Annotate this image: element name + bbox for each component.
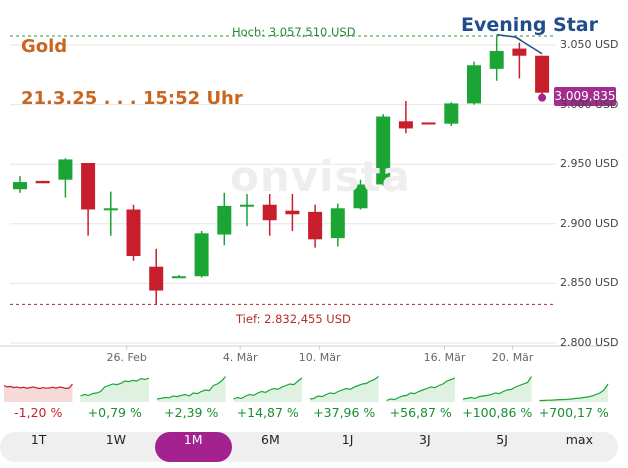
- tab-1w[interactable]: 1W: [105, 432, 127, 447]
- tab-1t[interactable]: 1T: [30, 432, 47, 447]
- candle-body: [194, 233, 209, 277]
- performance-sparkline: [80, 377, 150, 397]
- candle-body: [444, 103, 459, 124]
- performance-sparkline: [156, 376, 226, 400]
- performance-value: +100,86 %: [462, 405, 533, 420]
- performance-sparkline: [462, 376, 532, 400]
- performance-value: +0,79 %: [87, 405, 142, 420]
- performance-sparkline: [3, 383, 73, 390]
- performance-value: +37,96 %: [313, 405, 376, 420]
- candle-body: [512, 48, 527, 56]
- performance-sparkline: [539, 383, 609, 402]
- performance-value: +2,39 %: [164, 405, 219, 420]
- candle-body: [13, 182, 27, 190]
- candle-body: [35, 180, 50, 184]
- x-tick-label: 26. Feb: [106, 351, 147, 364]
- x-tick-label: 16. Mär: [423, 351, 466, 364]
- pattern-annotation: Evening Star: [461, 14, 598, 36]
- candle-body: [240, 204, 254, 207]
- candle-body: [535, 55, 550, 93]
- candle-body: [353, 184, 368, 209]
- x-tick-label: 10. Mär: [298, 351, 341, 364]
- performance-sparkline-fill: [233, 378, 302, 402]
- candle-body: [330, 208, 345, 239]
- y-tick-label: 2.800 USD: [560, 336, 619, 349]
- y-tick-label: 3.050 USD: [560, 38, 619, 51]
- performance-sparkline-fill: [157, 376, 226, 402]
- y-tick-label: 2.900 USD: [560, 216, 619, 230]
- tab-max[interactable]: max: [565, 432, 593, 447]
- candle-body: [58, 159, 73, 180]
- tab-1j[interactable]: 1J: [341, 432, 354, 447]
- tab-1m[interactable]: 1M: [154, 432, 232, 462]
- candle-body: [489, 50, 504, 69]
- candle-body: [398, 121, 413, 129]
- candle-body: [421, 122, 436, 125]
- performance-sparkline-fill: [463, 376, 532, 402]
- performance-value: +14,87 %: [236, 405, 299, 420]
- evening-star-line: [515, 36, 543, 55]
- evening-star-line: [496, 33, 516, 38]
- candle-body: [103, 208, 118, 211]
- performance-value: +700,17 %: [538, 405, 609, 420]
- performance-sparkline-fill: [80, 378, 149, 402]
- performance-sparkline: [233, 377, 303, 400]
- current-price-tag: 3.009,835: [554, 87, 616, 106]
- tab-3j[interactable]: 3J: [419, 432, 431, 447]
- performance-sparkline: [309, 376, 379, 400]
- candle-body: [81, 163, 96, 210]
- candle-body: [262, 204, 277, 221]
- tab-5j[interactable]: 5J: [496, 432, 508, 447]
- timestamp: 21.3.25 . . . 15:52 Uhr: [21, 88, 243, 109]
- performance-value: +56,87 %: [389, 405, 452, 420]
- candle-body: [217, 205, 232, 235]
- y-tick-label: 3.000 USD: [560, 97, 619, 111]
- candle-body: [308, 211, 323, 240]
- candle-body: [126, 209, 141, 256]
- candle-body: [171, 276, 186, 279]
- candle-body: [467, 65, 481, 104]
- high-label: Hoch: 3.057,510 USD: [232, 25, 356, 39]
- x-tick-label: 20. Mär: [491, 351, 534, 364]
- performance-sparkline: [386, 377, 456, 402]
- tab-6m[interactable]: 6M: [261, 432, 280, 447]
- low-label: Tief: 2.832,455 USD: [236, 312, 351, 326]
- current-price-marker: [538, 93, 547, 102]
- candle-body: [376, 116, 391, 185]
- performance-sparkline-fill: [539, 384, 608, 402]
- x-tick-label: 4. Mär: [222, 351, 258, 364]
- candle-body: [149, 266, 164, 291]
- timeframe-tabbar: [0, 432, 618, 462]
- y-tick-label: 2.850 USD: [560, 276, 619, 290]
- performance-value: -1,20 %: [14, 405, 63, 420]
- candle-body: [285, 210, 300, 215]
- instrument-title: Gold: [21, 36, 68, 57]
- watermark-text: onvista: [230, 152, 411, 201]
- performance-sparkline-fill: [4, 384, 73, 402]
- y-tick-label: 2.950 USD: [560, 157, 619, 171]
